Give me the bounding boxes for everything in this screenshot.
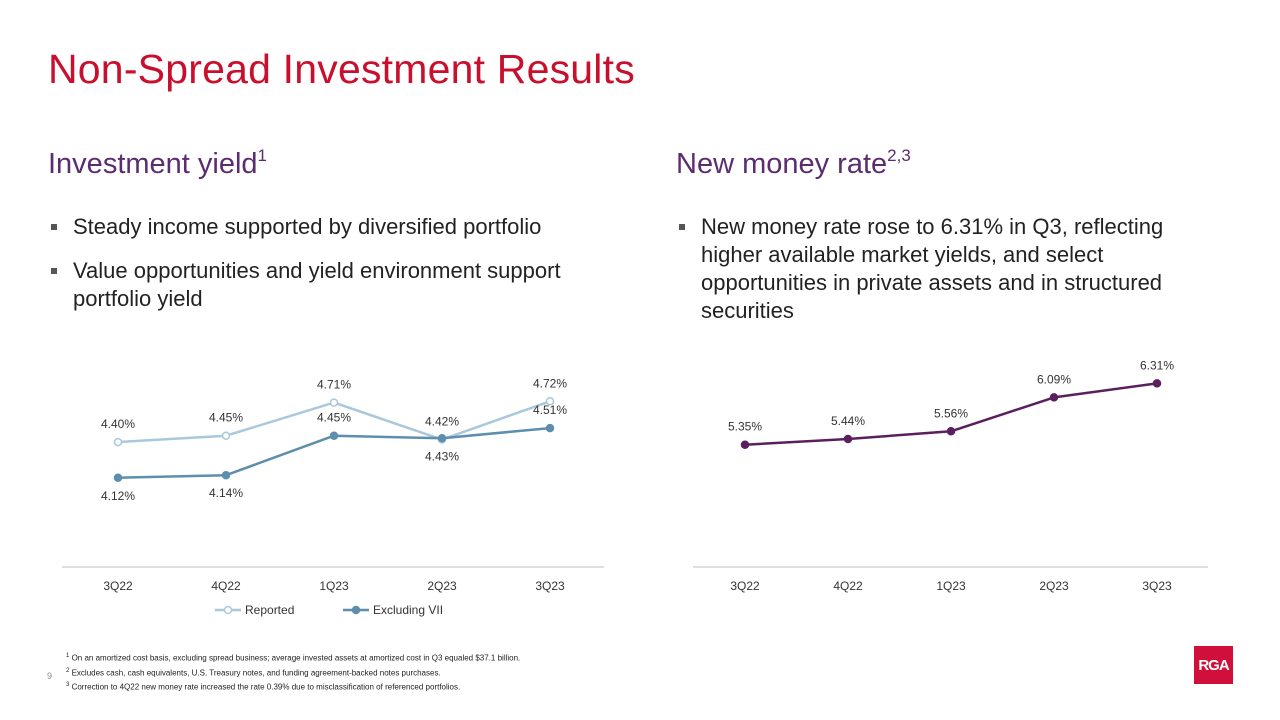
new-money-rate-chart: 3Q22 4Q22 1Q23 2Q23 3Q23 5.35% 5.44% 5.56% 6.09%… xyxy=(693,358,1208,593)
rga-logo: RGA xyxy=(1194,646,1233,684)
data-point xyxy=(740,440,750,449)
investment-yield-heading: Investment yield1 xyxy=(48,146,268,181)
data-label: 5.44% xyxy=(831,414,865,428)
data-label: 4.72% xyxy=(533,376,567,390)
data-point xyxy=(437,434,447,443)
x-tick-label: 3Q22 xyxy=(103,579,133,593)
data-label: 4.42% xyxy=(425,415,459,429)
x-tick-label: 1Q23 xyxy=(319,579,349,593)
footnotes: 1 On an amortized cost basis, excluding … xyxy=(66,650,520,694)
legend-label: Reported xyxy=(245,603,294,617)
x-tick-label: 4Q22 xyxy=(211,579,241,593)
data-label: 5.35% xyxy=(728,420,762,434)
new-money-rate-heading: New money rate2,3 xyxy=(676,146,911,181)
footnote-1: 1 On an amortized cost basis, excluding … xyxy=(66,653,521,663)
data-point xyxy=(221,470,231,480)
data-label: 4.45% xyxy=(209,411,243,425)
x-tick-label: 3Q22 xyxy=(730,579,760,593)
new-money-rate-bullets: New money rate rose to 6.31% in Q3, refl… xyxy=(676,213,1216,341)
bullet-item: Steady income supported by diversified p… xyxy=(48,213,608,241)
slide-title: Non-Spread Investment Results xyxy=(48,46,635,92)
new-money-rate-footnote-ref: 2,3 xyxy=(887,146,911,165)
page-number: 9 xyxy=(47,671,53,681)
data-label: 4.43% xyxy=(425,449,459,463)
bullet-item: New money rate rose to 6.31% in Q3, refl… xyxy=(676,213,1216,325)
legend-label: Excluding VII xyxy=(373,603,443,617)
x-tick-label: 2Q23 xyxy=(1039,579,1069,593)
data-point xyxy=(329,398,339,407)
investment-yield-chart: 3Q22 4Q22 1Q23 2Q23 3Q23 4.40% 4.45% 4.71% 4.42%… xyxy=(62,376,604,617)
investment-yield-heading-text: Investment yield xyxy=(48,148,258,180)
x-tick-label: 3Q23 xyxy=(1142,579,1172,593)
data-point xyxy=(113,473,123,483)
data-label: 4.71% xyxy=(317,378,351,392)
data-label: 4.12% xyxy=(101,489,135,503)
bullet-item: Value opportunities and yield environmen… xyxy=(48,257,608,313)
legend-swatch-marker xyxy=(351,605,361,615)
x-tick-label: 3Q23 xyxy=(535,579,565,593)
data-point xyxy=(221,431,231,440)
data-label: 4.51% xyxy=(533,403,567,417)
investment-yield-bullets: Steady income supported by diversified p… xyxy=(48,213,608,329)
footnote-2: 2 Excludes cash, cash equivalents, U.S. … xyxy=(66,667,441,678)
footnote-3: 3 Correction to 4Q22 new money rate incr… xyxy=(66,682,461,692)
data-label: 6.31% xyxy=(1140,358,1174,372)
data-point xyxy=(843,434,853,444)
data-point xyxy=(113,437,123,447)
data-label: 4.45% xyxy=(317,411,351,425)
x-tick-label: 4Q22 xyxy=(833,579,863,593)
data-point xyxy=(1152,379,1162,388)
data-point xyxy=(946,427,956,436)
x-tick-label: 1Q23 xyxy=(936,579,966,593)
data-label: 4.40% xyxy=(101,417,135,431)
data-label: 6.09% xyxy=(1037,372,1071,386)
data-label: 5.56% xyxy=(934,406,968,420)
x-tick-label: 2Q23 xyxy=(427,579,457,593)
data-label: 4.14% xyxy=(209,486,243,500)
data-point xyxy=(1049,393,1059,402)
data-point xyxy=(545,423,555,433)
legend-swatch-marker xyxy=(223,605,233,615)
data-point xyxy=(545,397,555,406)
new-money-rate-heading-text: New money rate xyxy=(676,148,888,180)
investment-yield-footnote-ref: 1 xyxy=(257,146,268,165)
data-point xyxy=(329,431,339,440)
